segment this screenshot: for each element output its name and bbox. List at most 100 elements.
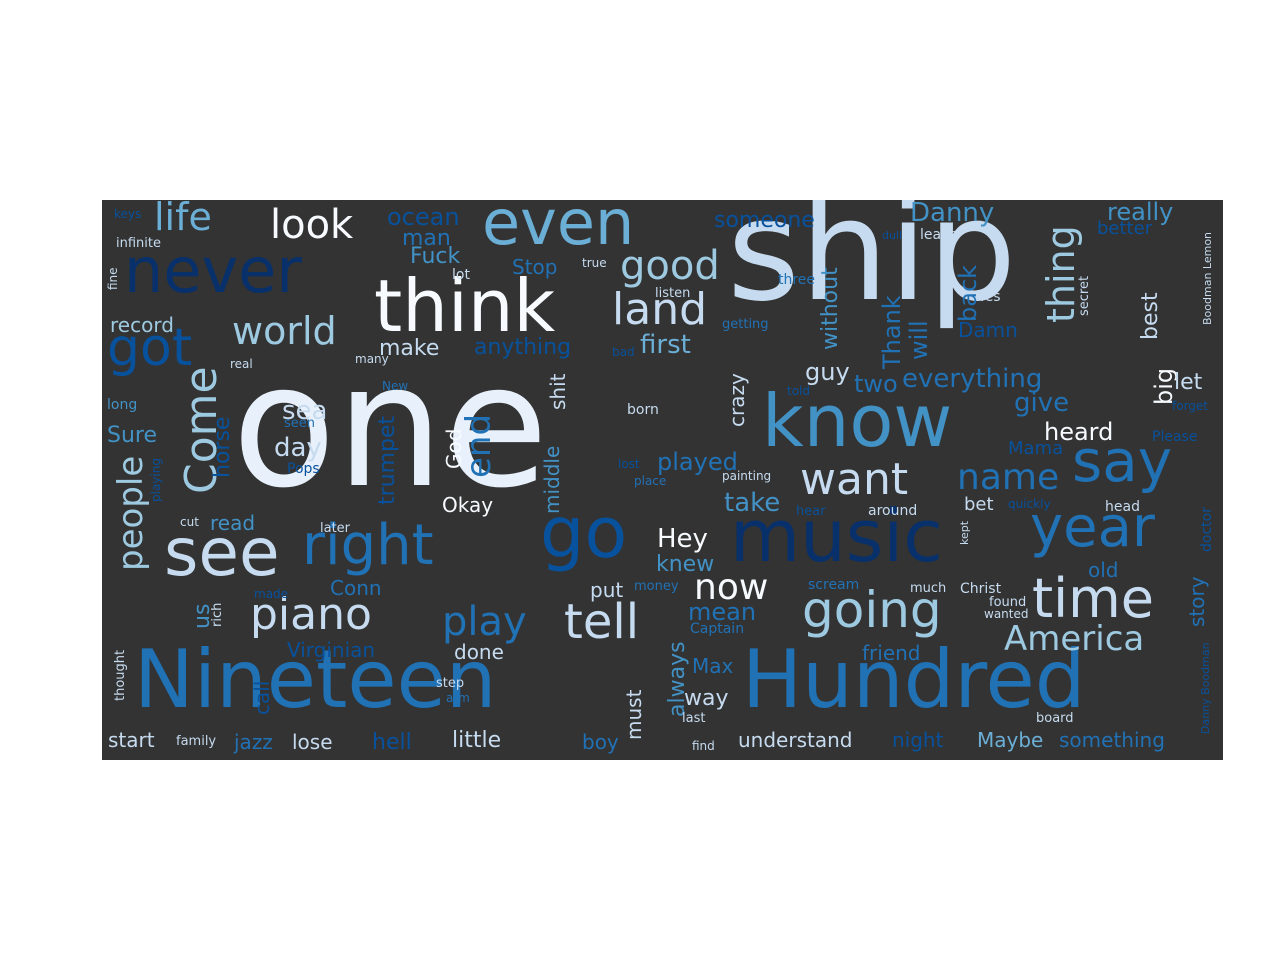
word-friend: friend [862,641,921,665]
word-true: true [582,256,607,270]
word-jazz: jazz [234,730,273,754]
word-mama: Mama [1008,438,1064,459]
word-listen: listen [655,286,691,301]
word-last: last [682,711,706,726]
word-music: music [730,494,943,578]
word-good: good [620,243,720,289]
word-name: name [957,457,1060,498]
word-see: see [164,514,280,591]
word-sea: sea [282,396,328,426]
word-sure: Sure [107,423,158,448]
word-think: think [374,264,556,348]
word-long: long [107,397,138,413]
word-life: life [154,200,212,239]
word-thought: thought [113,650,128,702]
word-leave: leave [920,227,958,243]
word-arm: arm [446,691,470,705]
word-way: way [684,686,729,711]
word-something: something [1059,728,1165,752]
word-america: America [1004,619,1145,659]
word-time: time [1032,567,1155,630]
word-place: place [634,474,667,488]
word-little: little [452,728,502,753]
word-kept: kept [958,521,971,546]
word-let: let [1174,370,1203,395]
word-ship: ship [727,200,1017,333]
word-call: call [250,680,274,715]
word-ocean: ocean [387,203,460,231]
word-please: Please [1152,429,1198,445]
word-quickly: quickly [1008,497,1051,511]
word-new: New [382,379,409,393]
word-someone: someone [714,208,815,233]
word-want: want [800,454,909,505]
word-rich: rich [210,602,225,628]
word-old: old [1088,558,1119,582]
word-find: find [692,739,715,753]
word-doctor: doctor [1199,507,1215,553]
word-hear: hear [796,504,826,519]
word-best: best [1138,291,1163,340]
word-money: money [634,579,679,594]
word-back: back [954,264,982,322]
word-nineteen: Nineteen [134,633,497,726]
word-pops: Pops [287,461,320,477]
word-max: Max [692,654,734,678]
word-made: made [254,587,289,601]
word-hundred: Hundred [742,633,1086,726]
word-one: one [232,328,549,526]
word-shit: shit [546,373,570,410]
word-end: end [459,414,499,479]
word-cut: cut [180,515,199,529]
word-better: better [1097,218,1153,239]
word-thing: thing [1039,225,1083,323]
word-crazy: crazy [725,373,749,427]
word-trumpet: trumpet [375,416,400,506]
word-virginian: Virginian [287,638,376,662]
word-start: start [108,728,155,752]
word-really: really [1107,200,1174,226]
word-world: world [232,309,337,353]
word-will: will [905,319,933,360]
word-people: people [111,456,151,572]
word-going: going [802,581,942,639]
word-dull: dull [882,229,903,242]
word-guy: guy [805,358,850,386]
word-many: many [355,352,389,366]
word-understand: understand [738,728,853,752]
word-middle: middle [540,446,564,515]
word-bad: bad [612,345,635,359]
word-danny-boodman: Danny Boodman [1199,642,1212,734]
word-fine: fine [106,267,120,290]
word-first: first [640,330,691,360]
word-go: go [540,492,628,574]
word-boodman-lemon: Boodman Lemon [1201,231,1214,325]
word-lost: lost [618,457,640,471]
word-say: say [1072,427,1173,495]
word-everything: everything [902,364,1043,394]
word-much: much [910,581,947,596]
word-right: right [302,513,434,578]
word-stop: Stop [512,255,558,279]
word-two: two [854,370,898,398]
word-real: real [230,357,253,371]
word-even: even [482,200,635,259]
word-got: got [107,318,193,378]
word-step: step [436,676,465,691]
word-play: play [442,599,527,645]
word-secret: secret [1077,276,1092,317]
word-hey: Hey [657,524,708,554]
word-keys: keys [114,207,142,221]
word-bet: bet [964,494,994,515]
word-put: put [590,578,624,602]
word-forget: forget [1172,399,1208,413]
word-now: now [694,567,769,608]
word-must: must [622,689,646,740]
word-make: make [379,336,440,361]
word-give: give [1014,388,1070,418]
word-fuck: Fuck [410,244,461,269]
word-know: know [762,379,953,463]
word-mean: mean [688,598,757,626]
word-maybe: Maybe [977,728,1044,752]
word-done: done [454,640,504,664]
